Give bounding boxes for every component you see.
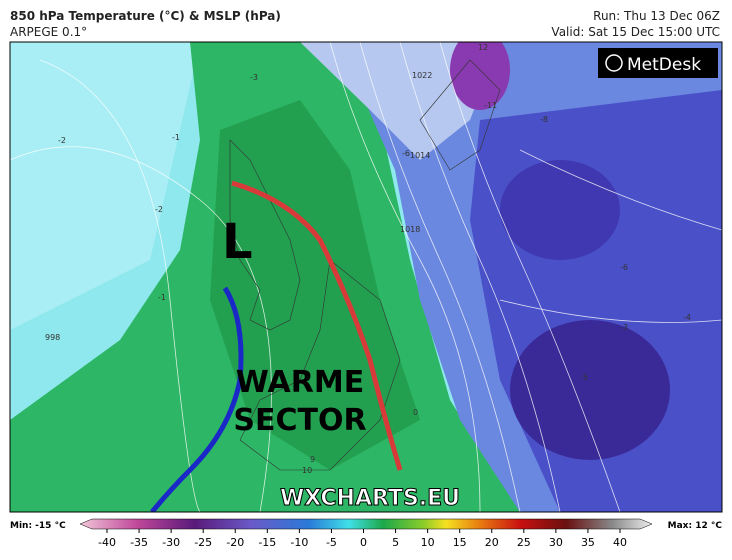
valid: Valid: Sat 15 Dec 15:00 UTC	[551, 25, 720, 39]
contour-label: -8	[540, 115, 548, 124]
colorbar-tick-label: -30	[162, 536, 180, 549]
contour-label: -4	[683, 313, 691, 322]
contour-label: 1018	[400, 225, 420, 234]
contour-label: 10	[302, 466, 312, 475]
contour-label: 1014	[410, 151, 430, 160]
colorbar-tick-label: -10	[290, 536, 308, 549]
contour-label: -1	[158, 293, 166, 302]
contour-label: 1022	[412, 71, 432, 80]
colorbar-tick-label: -15	[258, 536, 276, 549]
max-label: Max: 12 °C	[668, 521, 723, 531]
colorbar-tick-label: -20	[226, 536, 244, 549]
colorbar-tick-label: 5	[392, 536, 399, 549]
colorbar-tick-label: 10	[421, 536, 435, 549]
contour-label: -5	[580, 373, 588, 382]
colorbar-tick-label: 20	[485, 536, 499, 549]
model: ARPEGE 0.1°	[10, 25, 87, 39]
colorbar	[79, 518, 653, 530]
contour-label: -2	[155, 205, 163, 214]
logo: MetDesk	[627, 55, 701, 75]
contour-label: 998	[45, 333, 60, 342]
contour-label: -11	[484, 101, 497, 110]
contour-label: 12	[478, 43, 488, 52]
contour-label: -3	[620, 323, 628, 332]
colorbar-tick-label: 35	[581, 536, 595, 549]
colorbar-tick-label: 40	[613, 536, 627, 549]
colorbar-tick-label: 25	[517, 536, 531, 549]
contour-label: -1	[172, 133, 180, 142]
title: 850 hPa Temperature (°C) & MSLP (hPa)	[10, 9, 281, 23]
low-marker: L	[222, 214, 253, 270]
colorbar-tick-label: -5	[326, 536, 337, 549]
colorbar-tick-label: 30	[549, 536, 563, 549]
contour-label: -6	[620, 263, 628, 272]
colorbar-tick-label: -25	[194, 536, 212, 549]
watermark: WXCHARTS.EU	[280, 486, 460, 511]
contour-label: -6	[402, 149, 410, 158]
colorbar-tick-label: -40	[98, 536, 116, 549]
min-label: Min: -15 °C	[10, 521, 66, 531]
logo-box	[598, 48, 718, 78]
colorbar-tick-label: 0	[360, 536, 367, 549]
logo-icon	[605, 54, 623, 72]
map: L WARME SECTOR WXCHARTS.EU MetDesk -1 -2 -…	[10, 42, 722, 512]
map-frame	[9, 41, 723, 513]
colorbar-tick-label: 15	[453, 536, 467, 549]
annotation: SECTOR	[233, 403, 366, 438]
contour-label: 0	[413, 408, 418, 417]
contour-label: -3	[250, 73, 258, 82]
annotation: WARME	[236, 365, 364, 400]
contour-label: 9	[310, 455, 315, 464]
colorbar-tick-label: -35	[130, 536, 148, 549]
run: Run: Thu 13 Dec 06Z	[593, 9, 720, 23]
contour-label: -2	[58, 136, 66, 145]
